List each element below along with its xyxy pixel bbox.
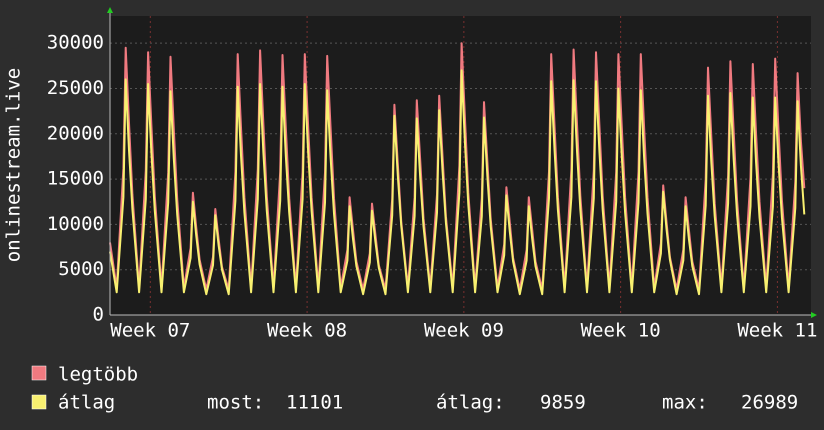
y-tick-label: 30000	[47, 32, 104, 54]
y-axis-label: onlinestream.live	[3, 68, 25, 262]
x-tick-label: Week 11	[737, 320, 817, 342]
stat-value: 9859	[540, 392, 586, 414]
legend-swatch	[31, 365, 47, 381]
stat-value: 26989	[741, 392, 798, 414]
x-arrow	[811, 312, 817, 318]
y-tick-label: 20000	[47, 122, 104, 144]
x-tick-label: Week 08	[267, 320, 347, 342]
x-tick-label: Week 07	[110, 320, 190, 342]
y-tick-label: 25000	[47, 77, 104, 99]
x-tick-label: Week 09	[424, 320, 504, 342]
y-tick-label: 0	[93, 304, 104, 326]
stat-label: max:	[662, 392, 708, 414]
stat-label: most:	[207, 392, 264, 414]
y-tick-label: 5000	[58, 258, 104, 280]
y-tick-label: 10000	[47, 213, 104, 235]
legend-swatch	[31, 394, 47, 410]
legend-label: átlag	[58, 392, 115, 414]
stat-label: átlag:	[436, 392, 505, 414]
y-tick-label: 15000	[47, 168, 104, 190]
x-tick-label: Week 10	[581, 320, 661, 342]
legend-label: legtöbb	[58, 364, 138, 386]
series-line	[109, 69, 806, 296]
y-arrow	[107, 7, 113, 13]
stat-value: 11101	[286, 392, 343, 414]
